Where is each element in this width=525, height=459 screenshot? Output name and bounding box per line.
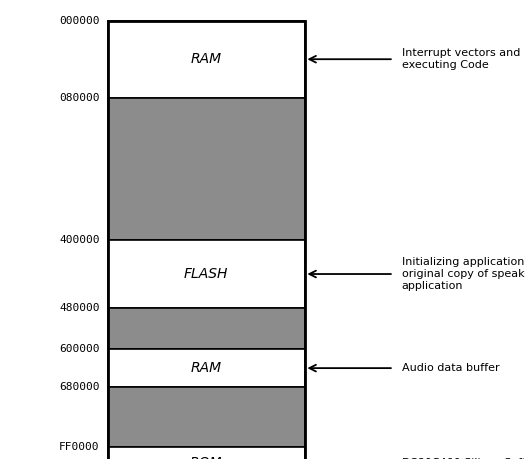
Text: 400000: 400000 [59,235,100,245]
Text: ROM: ROM [190,456,222,459]
Bar [108,387,304,447]
Text: Audio data buffer: Audio data buffer [402,363,499,373]
Text: Initializing application and
original copy of speaker
application: Initializing application and original co… [402,257,525,291]
Text: 680000: 680000 [59,382,100,392]
Bar [108,21,304,98]
Text: DS80C400 Silicon Software: DS80C400 Silicon Software [402,458,525,459]
Bar [108,447,304,459]
Text: RAM: RAM [191,361,222,375]
Bar [108,240,304,308]
Text: FF0000: FF0000 [59,442,100,452]
Text: 000000: 000000 [59,16,100,26]
Text: 600000: 600000 [59,344,100,354]
Text: 080000: 080000 [59,93,100,103]
Text: FLASH: FLASH [184,267,228,281]
Text: RAM: RAM [191,52,222,66]
Text: 480000: 480000 [59,303,100,313]
Bar [108,21,304,459]
Bar [108,98,304,240]
Text: Interrupt vectors and
executing Code: Interrupt vectors and executing Code [402,48,520,70]
Bar [108,349,304,387]
Bar [108,308,304,349]
